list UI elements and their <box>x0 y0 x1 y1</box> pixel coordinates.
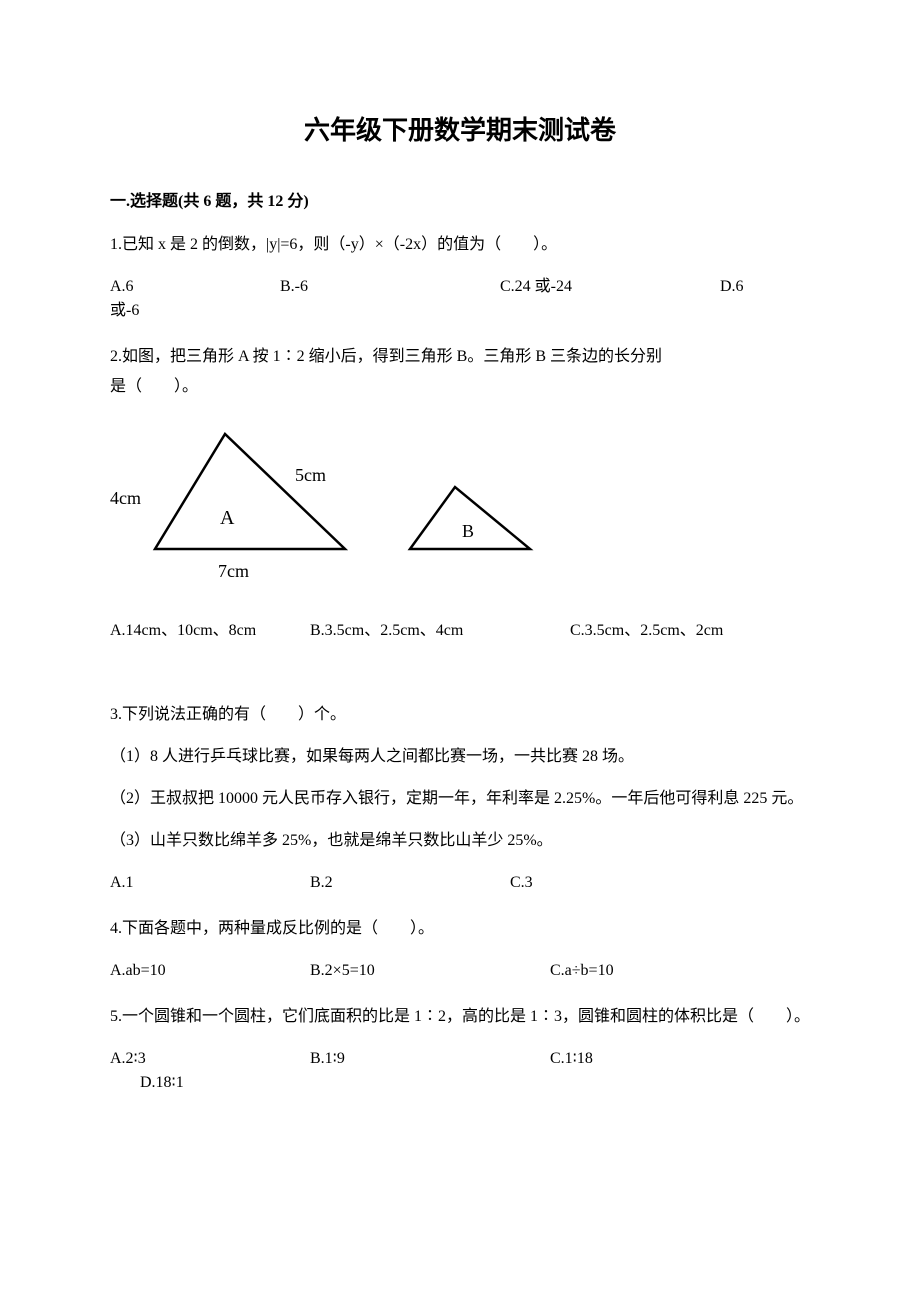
q3-opt-a: A.1 <box>110 871 310 895</box>
triangle-b-svg: B <box>400 479 540 589</box>
q3-text: 3.下列说法正确的有（ ）个。 <box>110 703 810 727</box>
q3-sub2: （2）王叔叔把 10000 元人民币存入银行，定期一年，年利率是 2.25%。一… <box>110 787 810 811</box>
q1-opt-b: B.-6 <box>280 275 500 299</box>
q4-opt-c: C.a÷b=10 <box>550 959 614 983</box>
q1-opt-c: C.24 或-24 <box>500 275 720 299</box>
q1-opt-a: A.6 <box>110 275 280 299</box>
q5-text: 5.一个圆锥和一个圆柱，它们底面积的比是 1∶2，高的比是 1∶3，圆锥和圆柱的… <box>110 1005 810 1029</box>
q4-text: 4.下面各题中，两种量成反比例的是（ ）。 <box>110 917 810 941</box>
q2-text-line2: 是（ ）。 <box>110 375 810 399</box>
q3-sub1: （1）8 人进行乒乓球比赛，如果每两人之间都比赛一场，一共比赛 28 场。 <box>110 745 810 769</box>
q5-options: A.2∶3 B.1∶9 C.1∶18 D.18∶1 <box>110 1047 810 1095</box>
section-1-header: 一.选择题(共 6 题，共 12 分) <box>110 187 810 211</box>
q5-opt-b: B.1∶9 <box>310 1047 550 1071</box>
q3-opt-b: B.2 <box>310 871 510 895</box>
label-a: A <box>220 507 235 529</box>
page-title: 六年级下册数学期末测试卷 <box>110 110 810 147</box>
q3-sub3: （3）山羊只数比绵羊多 25%，也就是绵羊只数比山羊少 25%。 <box>110 829 810 853</box>
q4-opt-a: A.ab=10 <box>110 959 310 983</box>
triangle-a-svg: 4cm 5cm 7cm A <box>110 419 370 589</box>
q2-opt-b: B.3.5cm、2.5cm、4cm <box>310 619 570 643</box>
q1-opt-d: D.6 <box>720 275 744 299</box>
q1-options: A.6 B.-6 C.24 或-24 D.6 或-6 <box>110 275 810 323</box>
q2-text-line1: 2.如图，把三角形 A 按 1∶2 缩小后，得到三角形 B。三角形 B 三条边的… <box>110 345 810 369</box>
label-7cm: 7cm <box>218 561 249 581</box>
q3-opt-c: C.3 <box>510 871 533 895</box>
q2-figure: 4cm 5cm 7cm A B <box>110 419 810 589</box>
q1-text: 1.已知 x 是 2 的倒数，|y|=6，则（-y）×（-2x）的值为（ ）。 <box>110 233 810 257</box>
label-5cm: 5cm <box>295 465 326 485</box>
q3-options: A.1 B.2 C.3 <box>110 871 810 895</box>
q2-opt-c: C.3.5cm、2.5cm、2cm <box>570 619 723 643</box>
label-b: B <box>462 521 474 541</box>
q2-opt-a: A.14cm、10cm、8cm <box>110 619 310 643</box>
q5-opt-c: C.1∶18 <box>550 1047 750 1071</box>
label-4cm: 4cm <box>110 488 141 508</box>
triangle-a-shape <box>155 434 345 549</box>
q2-options: A.14cm、10cm、8cm B.3.5cm、2.5cm、4cm C.3.5c… <box>110 619 810 643</box>
q4-opt-b: B.2×5=10 <box>310 959 550 983</box>
q5-opt-a: A.2∶3 <box>110 1047 310 1071</box>
q1-opt-d-wrap: 或-6 <box>110 299 810 323</box>
q4-options: A.ab=10 B.2×5=10 C.a÷b=10 <box>110 959 810 983</box>
q5-opt-d: D.18∶1 <box>110 1071 810 1095</box>
